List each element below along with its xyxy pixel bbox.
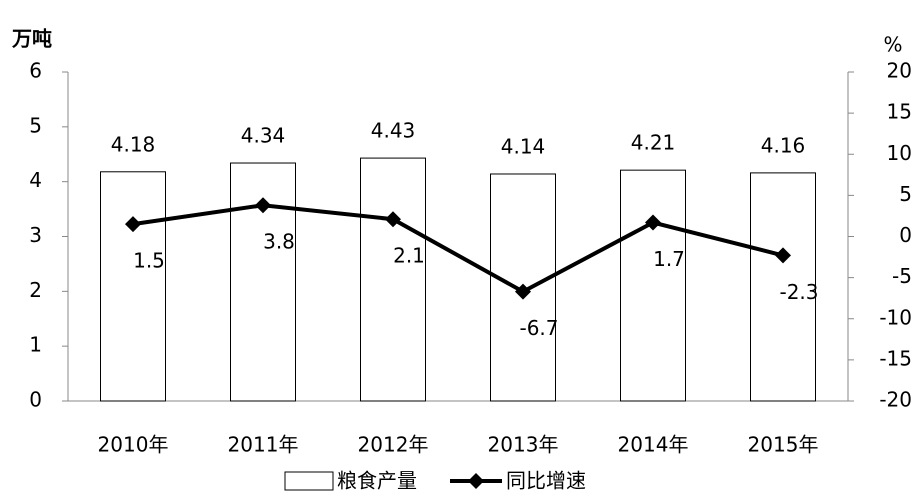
line-value-label: 2.1 [393, 244, 425, 268]
line-value-label: 3.8 [263, 230, 295, 254]
y2-tick-label: 5 [899, 182, 912, 206]
bar-value-label: 4.18 [111, 132, 156, 156]
y-tick-label: 3 [29, 223, 42, 247]
y2-tick-label: -20 [879, 388, 912, 412]
line-value-label: 1.7 [653, 247, 685, 271]
line-marker [775, 247, 791, 264]
bar [750, 172, 816, 402]
x-tick-label: 2015年 [748, 433, 819, 457]
y2-tick-label: 15 [887, 100, 912, 124]
bar-value-label: 4.43 [371, 119, 416, 143]
y2-tick-label: -10 [879, 305, 912, 329]
bar [360, 157, 426, 402]
legend-swatch [468, 473, 484, 489]
y-axis-label: 万吨 [11, 27, 52, 51]
y-tick-label: 0 [29, 388, 42, 412]
line [132, 203, 784, 294]
line-marker [645, 214, 661, 231]
bar-value-label: 4.34 [241, 124, 286, 148]
line-marker [515, 283, 531, 300]
y2-tick-label: -15 [879, 346, 912, 370]
y-tick-label: 6 [29, 59, 42, 83]
x-tick-label: 2012年 [358, 433, 429, 457]
x-tick-label: 2011年 [228, 433, 299, 457]
y2-tick-label: 0 [899, 223, 912, 247]
legend-swatch [284, 471, 334, 491]
line-marker [125, 216, 141, 233]
line-marker [255, 197, 271, 214]
y2-axis-label: % [883, 33, 902, 57]
legend-label: 粮食产量 [337, 469, 417, 493]
line-value-label: -6.7 [519, 316, 558, 340]
line-marker [385, 211, 401, 228]
bar-value-label: 4.21 [631, 131, 676, 155]
y-tick-label: 2 [29, 278, 42, 302]
bar [620, 169, 686, 402]
y-tick-label: 4 [29, 168, 42, 192]
y-tick-label: 5 [29, 113, 42, 137]
y2-tick-label: 20 [887, 59, 912, 83]
x-tick-label: 2014年 [618, 433, 689, 457]
line-value-label: 1.5 [133, 249, 165, 273]
y-tick-label: 1 [29, 333, 42, 357]
line-value-label: -2.3 [779, 280, 818, 304]
y2-tick-label: -5 [892, 264, 912, 288]
bar-value-label: 4.14 [501, 134, 546, 158]
x-tick-label: 2013年 [488, 433, 559, 457]
y2-tick-label: 10 [887, 141, 912, 165]
bar [100, 171, 166, 402]
x-tick-label: 2010年 [98, 433, 169, 457]
legend-label: 同比增速 [506, 469, 586, 493]
bar-value-label: 4.16 [761, 133, 806, 157]
